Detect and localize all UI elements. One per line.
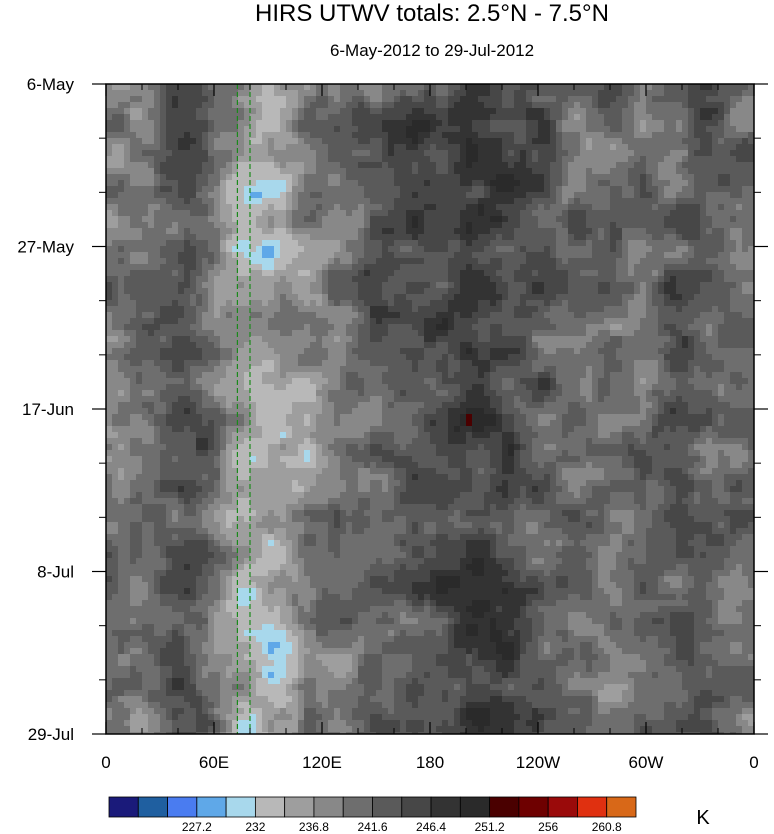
axes: 0 60E 120E 180 120W 60W 0 6-May 27-May 17-Jun 8-Ju…: [17, 75, 768, 772]
x-tick-label: 120E: [302, 753, 342, 772]
colorbar-swatch: [577, 796, 608, 818]
colorbar-label: 260.8: [592, 820, 622, 834]
colorbar-label: 251.2: [475, 820, 505, 834]
colorbar-swatch: [167, 796, 198, 818]
x-tick-label: 0: [749, 753, 758, 772]
y-tick-label: 29-Jul: [28, 725, 74, 744]
colorbar-label: 246.4: [416, 820, 446, 834]
colorbar-swatch: [196, 796, 227, 818]
y-tick-label: 17-Jun: [22, 400, 74, 419]
x-tick-label: 180: [416, 753, 444, 772]
reference-lines: [236, 84, 251, 734]
x-tick-label: 0: [101, 753, 110, 772]
colorbar-swatch: [518, 796, 549, 818]
colorbar-swatch: [489, 796, 520, 818]
colorbar-unit-label: K: [696, 807, 710, 829]
colorbar: 227.2 232 236.8 241.6 246.4 251.2 256 260.8: [108, 796, 637, 834]
colorbar-swatch: [606, 796, 637, 818]
colorbar-swatch: [254, 796, 286, 818]
contour-field: [106, 84, 754, 734]
colorbar-swatch: [284, 796, 315, 818]
y-tick-label: 8-Jul: [37, 563, 74, 582]
x-tick-label: 60E: [199, 753, 229, 772]
colorbar-label: 256: [538, 820, 558, 834]
colorbar-swatch: [108, 796, 139, 818]
colorbar-swatch: [372, 796, 403, 818]
colorbar-swatch: [430, 796, 461, 818]
colorbar-label: 227.2: [182, 820, 212, 834]
y-tick-label: 27-May: [17, 238, 74, 257]
x-tick-label: 60W: [629, 753, 664, 772]
colorbar-swatch: [547, 796, 578, 818]
colorbar-swatch: [313, 796, 344, 818]
x-tick-label: 120W: [516, 753, 560, 772]
colorbar-label: 241.6: [357, 820, 387, 834]
colorbar-swatch: [137, 796, 168, 818]
chart-title: HIRS UTWV totals: 2.5°N - 7.5°N: [255, 0, 609, 27]
colorbar-swatch: [342, 796, 373, 818]
colorbar-swatch: [401, 796, 432, 818]
colorbar-label: 236.8: [299, 820, 329, 834]
colorbar-swatch: [225, 796, 256, 818]
y-tick-label: 6-May: [27, 75, 75, 94]
colorbar-label: 232: [245, 820, 265, 834]
colorbar-swatch: [459, 796, 491, 818]
chart-subtitle: 6-May-2012 to 29-Jul-2012: [329, 41, 535, 60]
